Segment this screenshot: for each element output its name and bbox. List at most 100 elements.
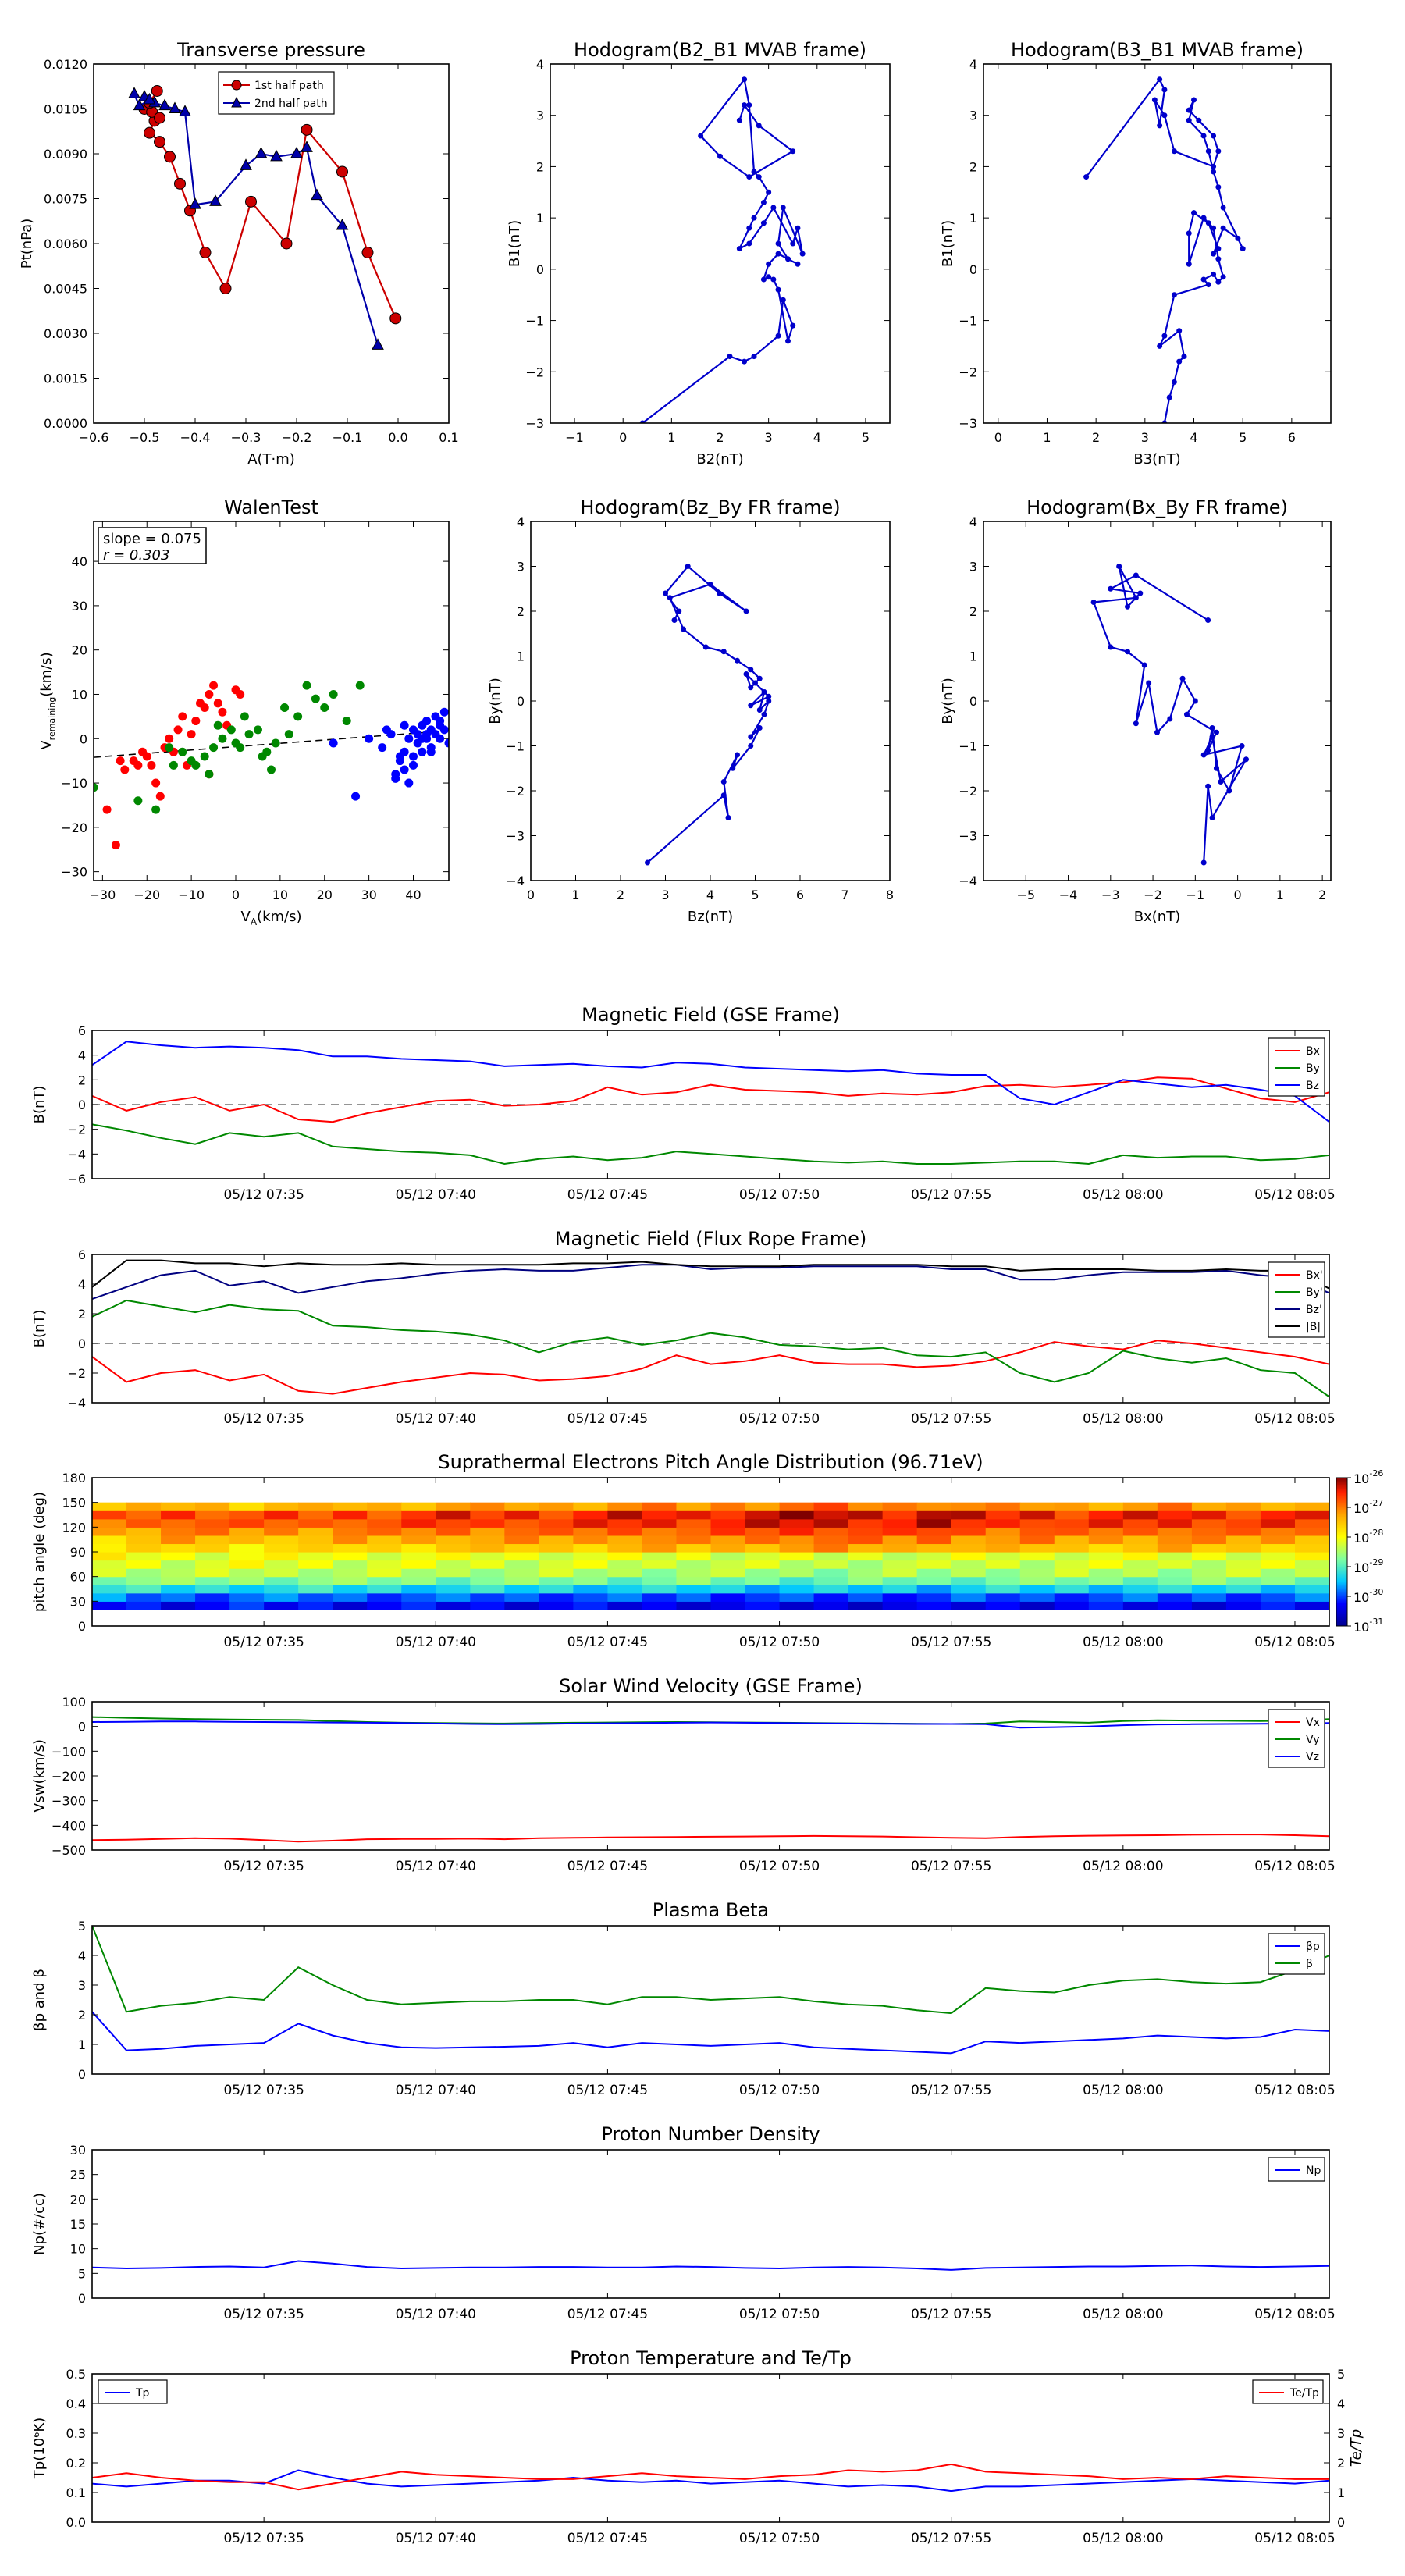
- marker-dot: [790, 240, 796, 247]
- y-axis-label: Np(#/cc): [31, 2193, 48, 2255]
- scatter-point-green: [267, 765, 276, 774]
- y-tick-label-right: 0: [1337, 2515, 1345, 2530]
- heatmap-cell: [470, 1518, 505, 1528]
- heatmap-cell: [229, 1535, 265, 1545]
- heatmap-cell: [1225, 1510, 1261, 1520]
- heatmap-cell: [848, 1568, 884, 1578]
- heatmap-cell: [1225, 1527, 1261, 1536]
- heatmap-cell: [470, 1543, 505, 1553]
- heatmap-cell: [1054, 1568, 1090, 1578]
- heatmap-cell: [470, 1568, 505, 1578]
- y-tick-label: 4: [969, 514, 977, 529]
- heatmap-cell: [333, 1568, 368, 1578]
- heatmap-cell: [951, 1560, 987, 1569]
- heatmap-cell: [401, 1543, 436, 1553]
- heatmap-cell: [367, 1601, 402, 1610]
- marker-triangle: [158, 98, 171, 111]
- heatmap-cell: [367, 1502, 402, 1511]
- y-tick-label: −30: [61, 865, 87, 880]
- y-tick-label: 2: [78, 1307, 86, 1322]
- scatter-point-green: [280, 703, 290, 713]
- heatmap-cell: [298, 1518, 333, 1528]
- marker-circle: [174, 177, 186, 190]
- time-tick-label: 05/12 07:40: [396, 2083, 476, 2098]
- heatmap-cell: [1019, 1560, 1055, 1569]
- heatmap-cell: [710, 1543, 746, 1553]
- y-tick-label: 2: [78, 2008, 86, 2023]
- series-line-bgse: [92, 1041, 1329, 1123]
- heatmap-cell: [710, 1527, 746, 1536]
- heatmap-cell: [1294, 1543, 1329, 1553]
- heatmap-cell: [229, 1560, 265, 1569]
- heatmap-cell: [676, 1601, 712, 1610]
- panel-h3: 0 1 2 3 4 5 6 7 8 −4 −3 −2 −1 0 1 2 3 4 Bz(nT) By(nT): [487, 514, 894, 925]
- y-tick-label: −2: [959, 365, 977, 379]
- heatmap-cell: [1157, 1502, 1193, 1511]
- heatmap-cell: [882, 1502, 918, 1511]
- heatmap-cell: [1157, 1535, 1193, 1545]
- heatmap-cell: [333, 1527, 368, 1536]
- panel-pt: −0.6 −0.5 −0.4 −0.3 −0.2 −0.1 0.0 0.1 0.0000 0.00…: [19, 57, 459, 468]
- heatmap-cell: [779, 1568, 815, 1578]
- marker-circle: [164, 151, 176, 163]
- heatmap-cell: [436, 1535, 471, 1545]
- marker-dot: [1215, 279, 1222, 285]
- marker-dot: [748, 685, 754, 691]
- heatmap-cell: [298, 1560, 333, 1569]
- y-axis-label: B1(nT): [940, 220, 956, 267]
- marker-dot: [1200, 133, 1207, 139]
- colorbar-exp: -28: [1369, 1528, 1383, 1538]
- heatmap-cell: [1260, 1535, 1296, 1545]
- marker-dot: [1125, 649, 1131, 655]
- x-tick-label: 30: [361, 888, 376, 902]
- time-tick-label: 05/12 07:40: [396, 1187, 476, 1203]
- time-tick-label: 05/12 07:55: [911, 2531, 991, 2546]
- time-tick-label: 05/12 08:00: [1083, 1635, 1163, 1650]
- marker-dot: [1141, 662, 1147, 668]
- heatmap-cell: [1225, 1543, 1261, 1553]
- heatmap-cell: [985, 1510, 1021, 1520]
- y-tick-label: 0.0: [66, 2515, 86, 2530]
- series-line-Bx-By: [1092, 565, 1247, 863]
- marker-triangle: [311, 188, 323, 201]
- heatmap-cell: [470, 1576, 505, 1585]
- heatmap-cell: [195, 1601, 230, 1610]
- x-tick-label: −1: [565, 430, 584, 445]
- heatmap-cell: [745, 1560, 781, 1569]
- y-tick-label: 3: [78, 1978, 86, 1993]
- heatmap-cell: [504, 1518, 539, 1528]
- heatmap-cell: [126, 1576, 162, 1585]
- marker-dot: [795, 261, 801, 267]
- y-tick-label: 3: [969, 560, 977, 575]
- heatmap-cell: [161, 1510, 196, 1520]
- x-axis-label: B3(nT): [1133, 451, 1180, 468]
- x-tick-label: 3: [661, 888, 669, 902]
- x-tick-label: 6: [796, 888, 804, 902]
- heatmap-cell: [813, 1535, 849, 1545]
- heatmap-cell: [642, 1543, 678, 1553]
- heatmap-cell: [436, 1560, 471, 1569]
- heatmap-cell: [573, 1585, 609, 1594]
- scatter-point-green: [284, 730, 293, 739]
- heatmap-cell: [573, 1535, 609, 1545]
- marker-dot: [752, 680, 758, 686]
- marker-dot: [1108, 644, 1114, 650]
- marker-dot: [748, 734, 754, 740]
- y-tick-label: 30: [70, 1594, 86, 1609]
- heatmap-cell: [951, 1585, 987, 1594]
- heatmap-cell: [676, 1585, 712, 1594]
- panel-np-title: Proton Number Density: [601, 2123, 820, 2145]
- scatter-point-blue: [444, 738, 449, 748]
- heatmap-cell: [126, 1585, 162, 1594]
- marker-dot: [1133, 720, 1139, 727]
- marker-dot: [766, 698, 772, 704]
- marker-dot: [760, 276, 767, 283]
- heatmap-cell: [779, 1601, 815, 1610]
- heatmap-cell: [1294, 1576, 1329, 1585]
- scatter-point-red: [120, 765, 130, 774]
- scatter-point-green: [133, 796, 143, 806]
- heatmap-cell: [1294, 1535, 1329, 1545]
- series-line-B3-B1: [1085, 77, 1244, 423]
- marker-dot: [756, 707, 763, 713]
- heatmap-cell: [92, 1543, 127, 1553]
